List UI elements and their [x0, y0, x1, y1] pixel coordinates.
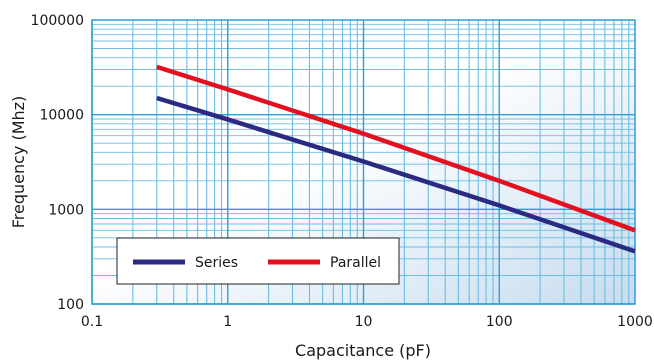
series-lines [156, 64, 636, 254]
y-tick-label: 100 [57, 297, 84, 313]
y-tick-label: 100000 [31, 13, 84, 29]
series-line-series [156, 95, 636, 254]
x-tick-label: 1000 [617, 314, 653, 330]
legend-label-parallel: Parallel [330, 255, 381, 271]
x-tick-label: 0.1 [81, 314, 103, 330]
y-tick-labels: 100 1000 10000 100000 [31, 13, 84, 313]
y-tick-label: 10000 [39, 108, 84, 124]
y-tick-label: 1000 [48, 202, 84, 218]
plot-frame [91, 19, 636, 305]
series-line-parallel [156, 64, 636, 233]
legend: Series Parallel [116, 237, 400, 285]
y-axis-title: Frequency (Mhz) [9, 96, 28, 229]
x-tick-label: 10 [355, 314, 373, 330]
legend-label-series: Series [195, 255, 238, 271]
x-tick-labels: 0.1 1 10 100 1000 [81, 314, 653, 330]
x-tick-label: 100 [486, 314, 513, 330]
x-axis-title: Capacitance (pF) [295, 341, 431, 360]
x-tick-label: 1 [223, 314, 232, 330]
